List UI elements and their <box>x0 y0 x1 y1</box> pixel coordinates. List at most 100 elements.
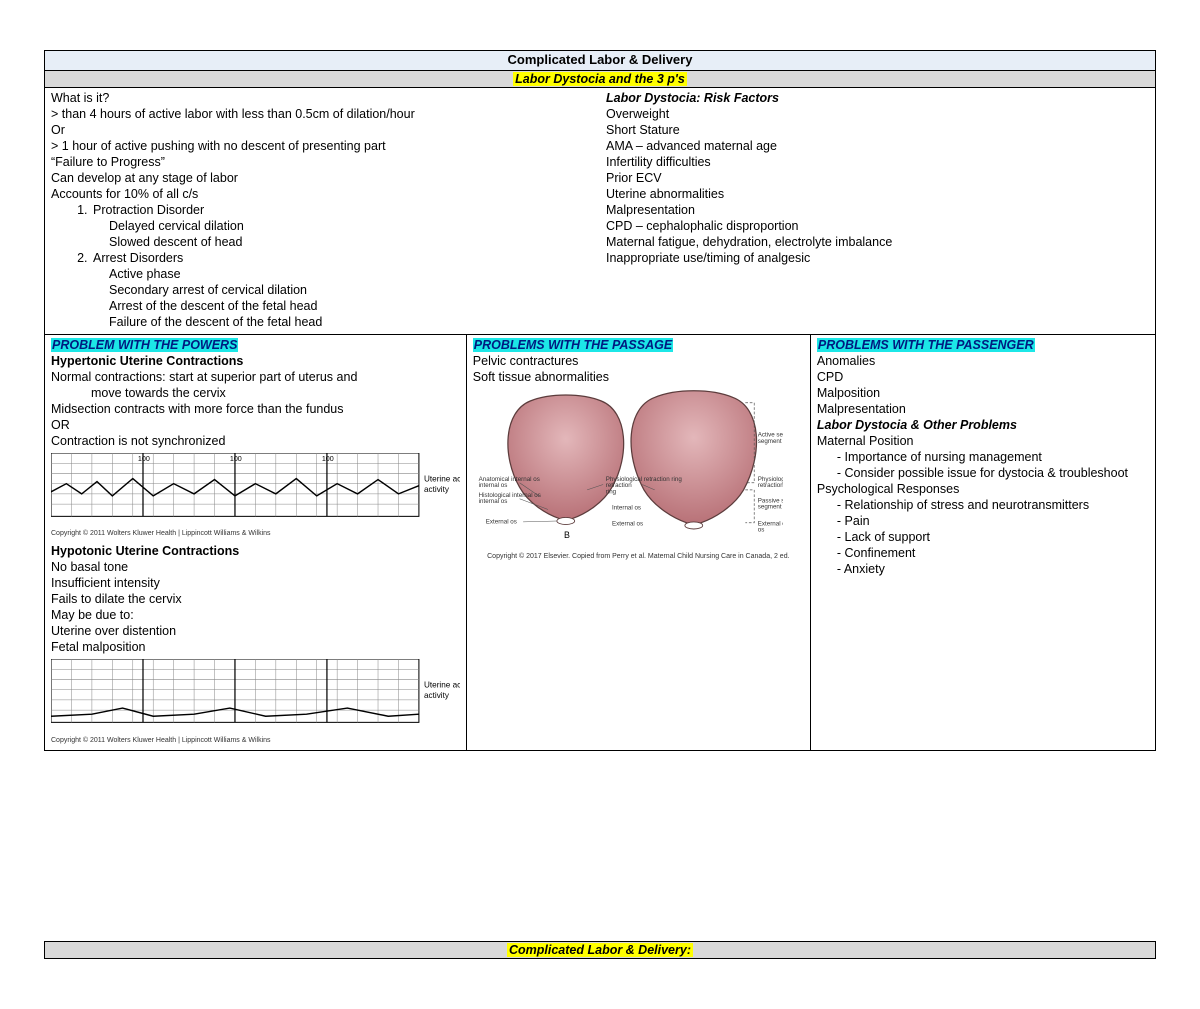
toco-label: Uterine activity <box>424 474 460 483</box>
list-item: Importance of nursing management <box>851 449 1149 465</box>
uterus-diagram: Anatomical internal os internal os Histo… <box>473 385 783 545</box>
svg-text:segment: segment <box>758 503 782 510</box>
line: Soft tissue abnormalities <box>473 369 804 385</box>
subtitle-text: Labor Dystocia and the 3 p's <box>513 72 687 86</box>
line: Fetal malposition <box>51 639 460 655</box>
passage-cell: PROBLEMS WITH THE PASSAGE Pelvic contrac… <box>467 335 811 750</box>
line: Can develop at any stage of labor <box>51 170 594 186</box>
list-item: Relationship of stress and neurotransmit… <box>851 497 1149 513</box>
title-text: Complicated Labor & Delivery <box>508 52 693 67</box>
line: Insufficient intensity <box>51 575 460 591</box>
list-item: Consider possible issue for dystocia & t… <box>851 465 1149 481</box>
copyright-line: Copyright © 2017 Elsevier. Copied from P… <box>473 553 804 562</box>
svg-text:activity: activity <box>424 691 450 700</box>
line: OR <box>51 417 460 433</box>
top-row: What is it? > than 4 hours of active lab… <box>45 88 1155 335</box>
line: “Failure to Progress” <box>51 154 594 170</box>
line: Fails to dilate the cervix <box>51 591 460 607</box>
list-item: Lack of support <box>851 529 1149 545</box>
sub-line: Active phase <box>51 266 594 282</box>
line: Psychological Responses <box>817 481 1149 497</box>
dash-list: Importance of nursing management Conside… <box>817 449 1149 481</box>
q-line: What is it? <box>51 90 594 106</box>
toco-hypertonic-chart: 100 100 100 Uterine activity activity <box>51 453 460 525</box>
three-p-row: PROBLEM WITH THE POWERS Hypertonic Uteri… <box>45 335 1155 750</box>
line: Maternal Position <box>817 433 1149 449</box>
svg-text:retraction ring: retraction ring <box>758 482 783 489</box>
list-item: Anxiety <box>851 561 1149 577</box>
svg-text:100: 100 <box>322 455 334 463</box>
line: > than 4 hours of active labor with less… <box>51 106 594 122</box>
powers-heading: PROBLEM WITH THE POWERS <box>51 338 238 352</box>
line: > 1 hour of active pushing with no desce… <box>51 138 594 154</box>
ordered-list: Arrest Disorders <box>51 250 594 266</box>
svg-text:segment: segment <box>758 437 782 444</box>
line: Normal contractions: start at superior p… <box>51 369 460 385</box>
line: Contraction is not synchronized <box>51 433 460 449</box>
risk-line: Short Stature <box>606 122 1149 138</box>
definition-cell: What is it? > than 4 hours of active lab… <box>45 88 600 334</box>
svg-text:100: 100 <box>138 455 150 463</box>
ordered-list: Protraction Disorder <box>51 202 594 218</box>
footer-bar: Complicated Labor & Delivery: <box>44 941 1156 959</box>
risk-line: Maternal fatigue, dehydration, electroly… <box>606 234 1149 250</box>
line: Uterine over distention <box>51 623 460 639</box>
risk-line: Overweight <box>606 106 1149 122</box>
svg-text:100: 100 <box>230 455 242 463</box>
line: No basal tone <box>51 559 460 575</box>
sub-line: Secondary arrest of cervical dilation <box>51 282 594 298</box>
passenger-cell: PROBLEMS WITH THE PASSENGER Anomalies CP… <box>811 335 1155 750</box>
svg-text:internal os: internal os <box>478 482 507 489</box>
list-item: Confinement <box>851 545 1149 561</box>
sub-line: Failure of the descent of the fetal head <box>51 314 594 330</box>
other-problems-heading: Labor Dystocia & Other Problems <box>817 417 1149 433</box>
risk-heading: Labor Dystocia: Risk Factors <box>606 90 1149 106</box>
risk-line: Malpresentation <box>606 202 1149 218</box>
passenger-heading: PROBLEMS WITH THE PASSENGER <box>817 338 1035 352</box>
footer-text: Complicated Labor & Delivery: <box>507 943 693 957</box>
risk-line: Inappropriate use/timing of analgesic <box>606 250 1149 266</box>
copyright-line: Copyright © 2011 Wolters Kluwer Health |… <box>51 530 460 539</box>
line: Malpresentation <box>817 401 1149 417</box>
line: Accounts for 10% of all c/s <box>51 186 594 202</box>
list-item: Protraction Disorder <box>91 202 594 218</box>
list-item: Pain <box>851 513 1149 529</box>
sub-line: Delayed cervical dilation <box>51 218 594 234</box>
hypotonic-heading: Hypotonic Uterine Contractions <box>51 543 460 559</box>
risk-line: CPD – cephalophalic disproportion <box>606 218 1149 234</box>
risk-line: Prior ECV <box>606 170 1149 186</box>
diagram-label-b: B <box>564 530 570 540</box>
passage-heading: PROBLEMS WITH THE PASSAGE <box>473 338 673 352</box>
svg-text:os: os <box>758 526 765 533</box>
svg-text:Internal os: Internal os <box>612 504 641 511</box>
toco-label: Uterine activity <box>424 681 460 690</box>
hypertonic-heading: Hypertonic Uterine Contractions <box>51 353 460 369</box>
line: move towards the cervix <box>51 385 460 401</box>
svg-text:External os: External os <box>486 518 517 525</box>
line: Malposition <box>817 385 1149 401</box>
line: Midsection contracts with more force tha… <box>51 401 460 417</box>
svg-text:ring: ring <box>606 488 617 495</box>
svg-text:External os: External os <box>612 520 643 527</box>
copyright-line: Copyright © 2011 Wolters Kluwer Health |… <box>51 737 460 746</box>
sub-line: Slowed descent of head <box>51 234 594 250</box>
line: CPD <box>817 369 1149 385</box>
risk-line: AMA – advanced maternal age <box>606 138 1149 154</box>
svg-text:activity: activity <box>424 484 450 493</box>
risk-line: Uterine abnormalities <box>606 186 1149 202</box>
title-bar: Complicated Labor & Delivery <box>45 51 1155 71</box>
line: May be due to: <box>51 607 460 623</box>
powers-cell: PROBLEM WITH THE POWERS Hypertonic Uteri… <box>45 335 467 750</box>
subtitle-bar: Labor Dystocia and the 3 p's <box>45 71 1155 88</box>
document-main: Complicated Labor & Delivery Labor Dysto… <box>44 50 1156 751</box>
line: Anomalies <box>817 353 1149 369</box>
risk-line: Infertility difficulties <box>606 154 1149 170</box>
toco-hypotonic-chart: Uterine activity activity <box>51 659 460 731</box>
line: Pelvic contractures <box>473 353 804 369</box>
risk-factors-cell: Labor Dystocia: Risk Factors Overweight … <box>600 88 1155 334</box>
dash-list: Relationship of stress and neurotransmit… <box>817 497 1149 577</box>
line: Or <box>51 122 594 138</box>
svg-text:internal os: internal os <box>478 498 507 505</box>
list-item: Arrest Disorders <box>91 250 594 266</box>
sub-line: Arrest of the descent of the fetal head <box>51 298 594 314</box>
